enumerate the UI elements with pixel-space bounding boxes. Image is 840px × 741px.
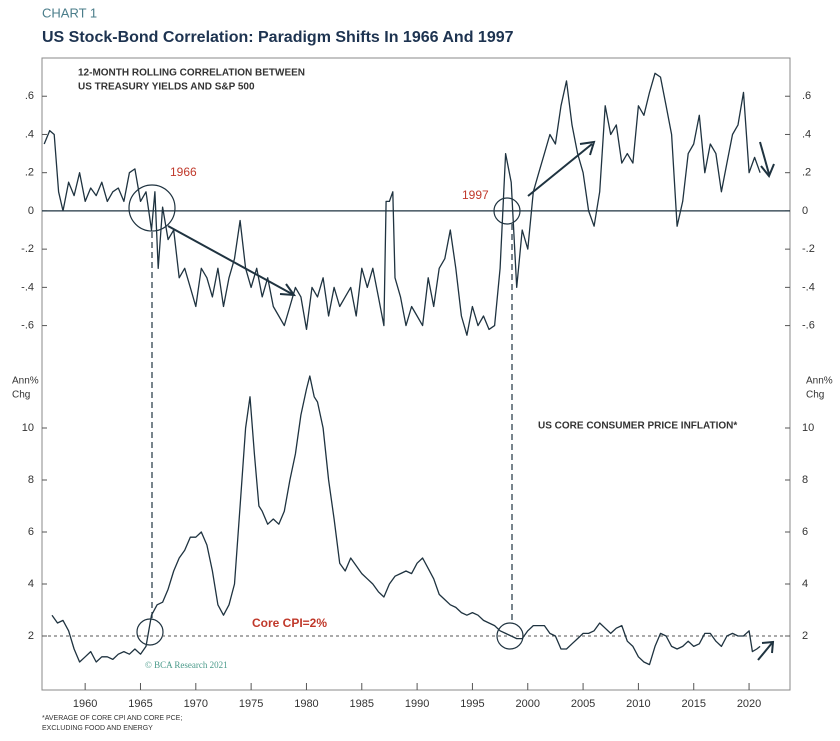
- x-tick-label: 2010: [626, 698, 650, 710]
- x-tick-label: 1965: [128, 698, 152, 710]
- x-tick-label: 1990: [405, 698, 429, 710]
- chart-label: CHART 1: [42, 5, 97, 20]
- panel-annotation: US TREASURY YIELDS AND S&P 500: [78, 82, 255, 93]
- x-tick-label: 1975: [239, 698, 263, 710]
- y-tick-label: 10: [802, 422, 814, 434]
- y-tick-label: -.2: [21, 243, 34, 255]
- y-tick-label: .6: [25, 90, 34, 102]
- arrow-head: [761, 640, 775, 654]
- y-axis-label: Chg: [806, 390, 824, 401]
- y-tick-label: 10: [22, 422, 34, 434]
- y-axis-label: Ann%: [12, 376, 39, 387]
- highlight-circle: [136, 618, 164, 646]
- year-annotation: 1997: [462, 188, 489, 202]
- y-tick-label: 0: [28, 205, 34, 217]
- copyright: © BCA Research 2021: [145, 660, 228, 670]
- y-tick-label: .4: [25, 128, 34, 140]
- panel-annotation: US CORE CONSUMER PRICE INFLATION*: [538, 421, 737, 432]
- x-tick-label: 2000: [516, 698, 540, 710]
- y-tick-label: 4: [28, 578, 34, 590]
- y-tick-label: 6: [802, 526, 808, 538]
- trend-arrow: [167, 225, 293, 295]
- y-tick-label: -.6: [21, 320, 34, 332]
- y-axis-label: Ann%: [806, 376, 833, 387]
- footnote: *AVERAGE OF CORE CPI AND CORE PCE;: [42, 715, 182, 722]
- year-annotation: 1966: [170, 165, 197, 179]
- x-tick-label: 1985: [350, 698, 374, 710]
- y-tick-label: 6: [28, 526, 34, 538]
- panel-annotation: 12-MONTH ROLLING CORRELATION BETWEEN: [78, 68, 305, 79]
- arrow-head: [279, 283, 297, 297]
- y-tick-label: -.4: [21, 281, 34, 293]
- x-tick-label: 2020: [737, 698, 761, 710]
- y-tick-label: -.6: [802, 320, 815, 332]
- y-tick-label: -.4: [802, 281, 815, 293]
- arrow-head: [760, 163, 775, 178]
- plot-frame: [41, 57, 791, 691]
- data-line: [51, 375, 761, 666]
- y-tick-label: .2: [802, 167, 811, 179]
- x-tick-label: 1960: [73, 698, 97, 710]
- y-tick-label: 8: [802, 474, 808, 486]
- x-tick-label: 2005: [571, 698, 595, 710]
- y-tick-label: 2: [802, 630, 808, 642]
- y-tick-label: 4: [802, 578, 808, 590]
- data-line: [43, 72, 761, 336]
- highlight-circle: [128, 184, 176, 232]
- trend-arrow: [757, 642, 773, 661]
- y-tick-label: .2: [25, 167, 34, 179]
- x-tick-label: 2015: [681, 698, 705, 710]
- chart-title: US Stock-Bond Correlation: Paradigm Shif…: [42, 29, 514, 46]
- reference-label: Core CPI=2%: [252, 616, 327, 630]
- arrow-head: [579, 140, 596, 156]
- y-tick-label: 0: [802, 205, 808, 217]
- x-tick-label: 1970: [184, 698, 208, 710]
- trend-arrow: [527, 143, 593, 197]
- footnote: EXCLUDING FOOD AND ENERGY: [42, 725, 153, 732]
- y-tick-label: 2: [28, 630, 34, 642]
- y-tick-label: .6: [802, 90, 811, 102]
- y-axis-label: Chg: [12, 390, 30, 401]
- y-tick-label: .4: [802, 128, 811, 140]
- decorations: [128, 140, 775, 661]
- y-tick-label: 8: [28, 474, 34, 486]
- trend-arrow: [759, 141, 770, 175]
- x-tick-label: 1995: [460, 698, 484, 710]
- x-tick-label: 1980: [294, 698, 318, 710]
- y-tick-label: -.2: [802, 243, 815, 255]
